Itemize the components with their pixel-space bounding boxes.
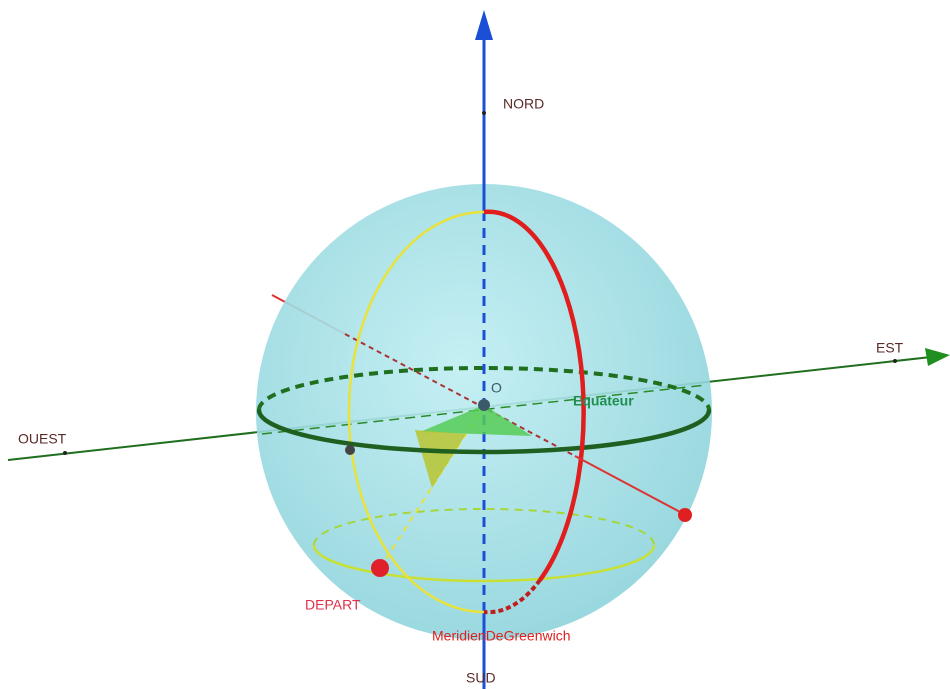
meridian-greenwich-back	[483, 578, 542, 615]
label-east: EST	[876, 340, 904, 356]
axis-inside	[261, 384, 707, 435]
parallel-front	[312, 544, 656, 583]
red-axis-end	[678, 508, 692, 522]
meridian-greenwich	[483, 209, 586, 582]
origin-point	[478, 399, 490, 411]
label-north: NORD	[503, 96, 544, 112]
equator-back	[257, 366, 711, 411]
angle-latitude	[415, 430, 466, 488]
angle-longitude	[420, 405, 532, 436]
label-meridian: MeridienDeGreenwich	[432, 628, 571, 644]
depart-point	[371, 559, 389, 577]
label-west: OUEST	[18, 431, 67, 447]
equator-front	[256, 409, 712, 455]
meridian-yellow	[347, 210, 485, 614]
axis-point	[63, 451, 67, 455]
axis-point	[482, 111, 486, 115]
east-arrow	[925, 348, 950, 366]
axis-point	[893, 359, 897, 363]
label-equator: Equateur	[573, 393, 634, 409]
label-origin: O	[491, 380, 502, 396]
red-axis	[574, 455, 683, 514]
label-south: SUD	[466, 670, 496, 686]
north-arrow	[475, 10, 493, 40]
label-depart: DEPART	[305, 597, 361, 613]
intersection-point	[345, 445, 355, 455]
red-axis-inside	[344, 333, 576, 457]
